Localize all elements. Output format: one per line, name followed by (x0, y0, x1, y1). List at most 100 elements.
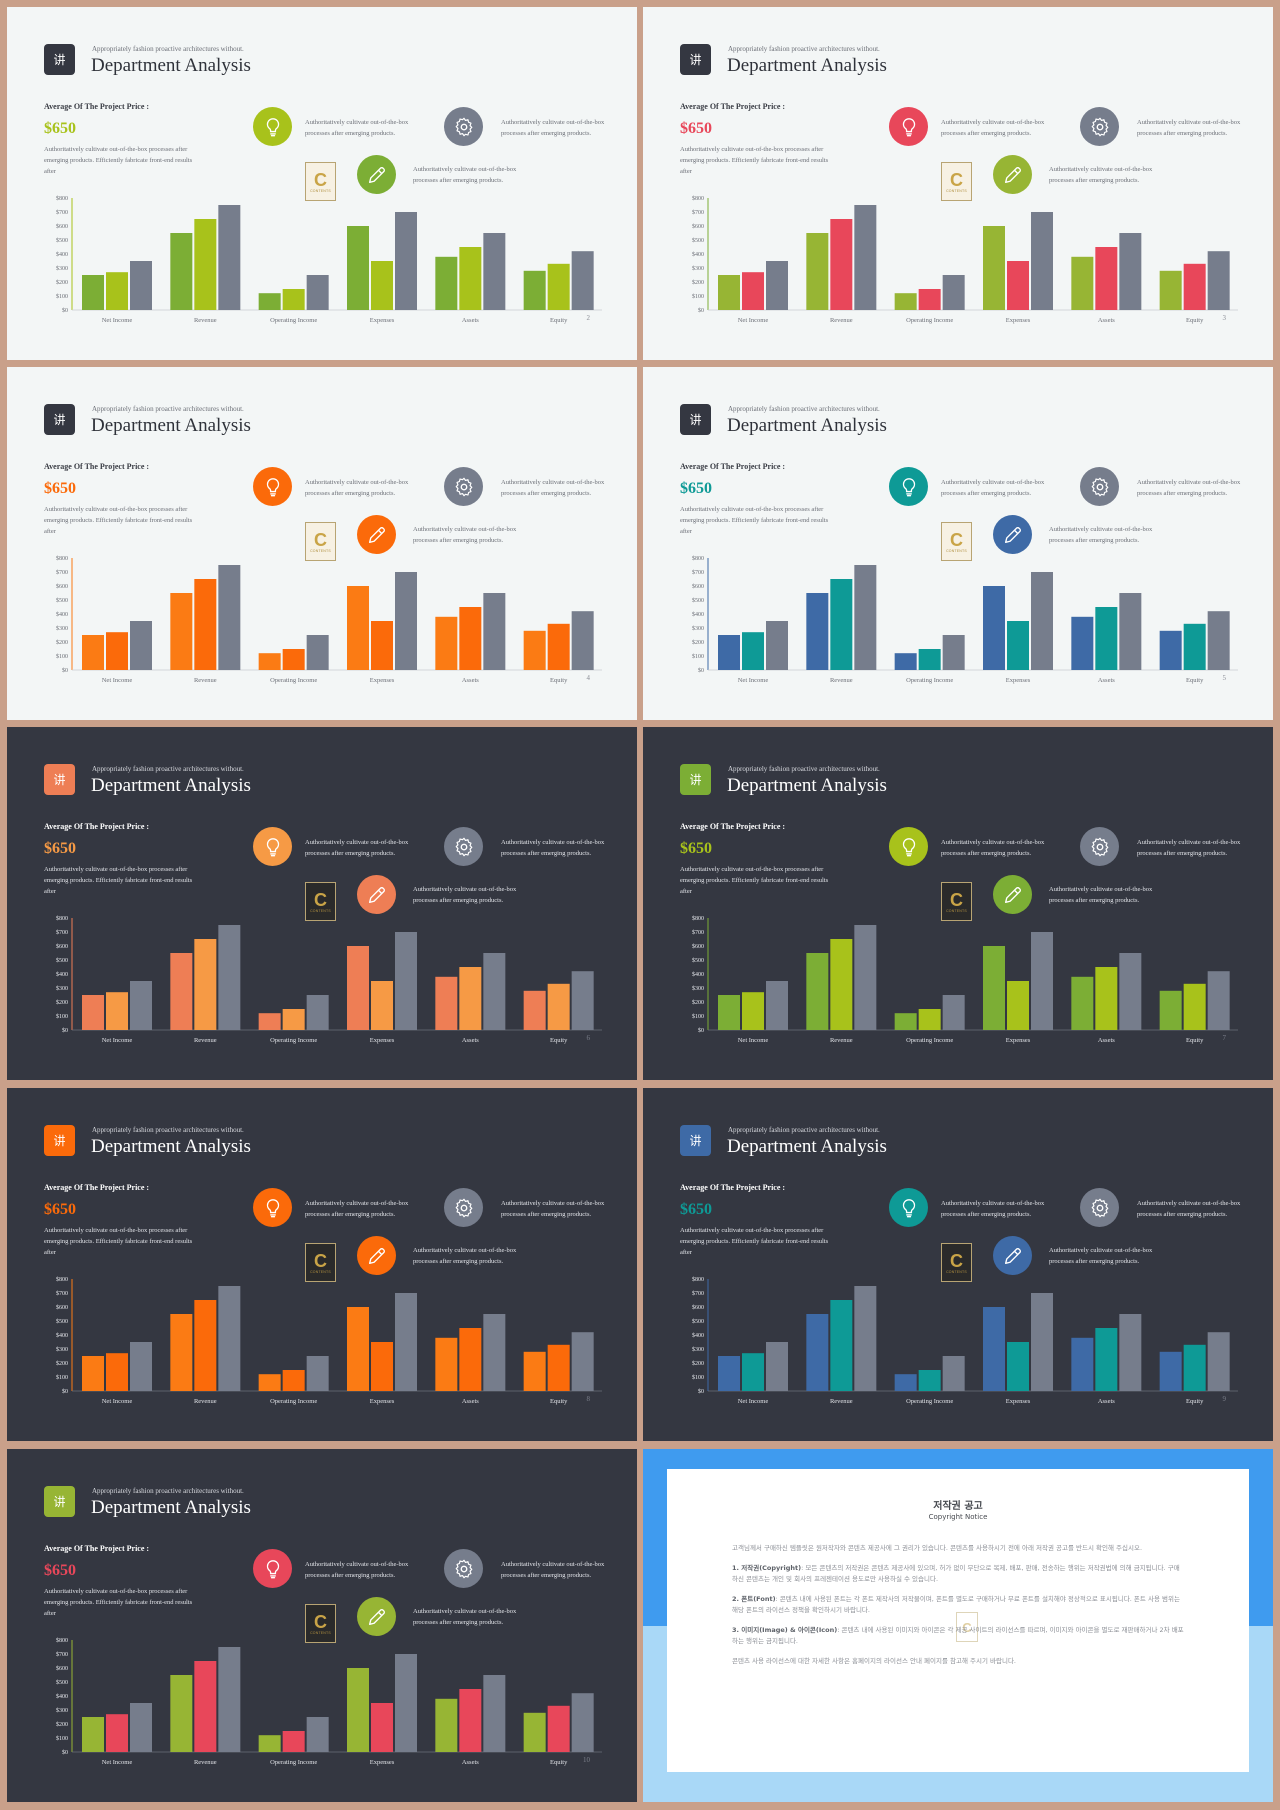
chart-bar (371, 621, 393, 670)
chart-bar (547, 1344, 570, 1391)
slide-thumbnail[interactable]: 讲 Appropriately fashion proactive archit… (7, 1088, 637, 1441)
x-tick-label: Net Income (102, 677, 133, 684)
x-tick-label: Equity (1186, 1398, 1204, 1405)
y-tick-label: $600 (692, 583, 704, 590)
bar-chart: $0 $100 $200 $300 $400 $500 $600 $700 $800 Net In… (692, 555, 1238, 684)
chart-bar (854, 925, 877, 1030)
x-tick-label: Expenses (370, 1759, 395, 1766)
logo-letter: C (314, 529, 327, 550)
feature-text-1: Authoritatively cultivate out-of-the-box… (941, 1200, 1045, 1218)
chart-bar (806, 1314, 829, 1391)
chart-bar (258, 1374, 281, 1391)
y-tick-label: $400 (692, 971, 704, 978)
x-tick-label: Assets (462, 1398, 479, 1405)
feature-circle-1 (253, 1188, 292, 1227)
chart-bar (170, 1675, 193, 1752)
feature-circle-2 (444, 1188, 483, 1227)
x-tick-label: Revenue (830, 1037, 853, 1044)
slide-thumbnail[interactable]: 讲 Appropriately fashion proactive archit… (643, 727, 1273, 1080)
copyright-watermark-logo: C (956, 1612, 978, 1642)
copyright-slide[interactable]: 저작권 공고 Copyright Notice C 고객님께서 구매하신 템플릿… (643, 1449, 1273, 1802)
lightbulb-icon (902, 837, 915, 856)
chart-bar (766, 1342, 788, 1391)
chart-bar (918, 1370, 941, 1391)
chart-bar (130, 981, 152, 1030)
y-tick-label: $100 (56, 293, 68, 300)
y-tick-label: $800 (56, 195, 68, 202)
feature-text-2: Authoritatively cultivate out-of-the-box… (501, 119, 605, 137)
chart-bar (830, 939, 853, 1030)
feature-circle-1 (889, 827, 928, 866)
chart-bar (395, 1654, 417, 1752)
description-text: Authoritatively cultivate out-of-the-box… (680, 146, 829, 175)
logo-text: CONTENTS (310, 1630, 331, 1635)
chart-bar (130, 1342, 152, 1391)
y-tick-label: $700 (692, 929, 704, 936)
y-tick-label: $100 (56, 653, 68, 660)
chart-bar (218, 565, 241, 670)
slide-title: Department Analysis (91, 775, 251, 796)
page-number: 2 (586, 314, 591, 322)
chart-bar (194, 939, 217, 1030)
y-tick-label: $500 (56, 597, 68, 604)
chart-bar (347, 1307, 369, 1391)
chart-bar (983, 586, 1005, 670)
y-tick-label: $200 (692, 1360, 704, 1367)
slide-thumbnail[interactable]: 讲 Appropriately fashion proactive archit… (643, 7, 1273, 360)
chart-bar (718, 275, 740, 310)
chart-bar (306, 1717, 329, 1752)
slide-thumbnail[interactable]: 讲 Appropriately fashion proactive archit… (7, 727, 637, 1080)
chart-bar (1095, 607, 1118, 670)
y-tick-label: $0 (698, 1027, 704, 1034)
chart-bar (82, 635, 104, 670)
slide-thumbnail[interactable]: 讲 Appropriately fashion proactive archit… (7, 367, 637, 720)
chart-bar (106, 272, 128, 310)
chart-bar (130, 621, 152, 670)
feature-text-3: Authoritatively cultivate out-of-the-box… (413, 166, 517, 184)
chart-bar (459, 1689, 482, 1752)
y-tick-label: $400 (56, 251, 68, 258)
chart-bar (218, 205, 241, 310)
contents-logo: C CONTENTS (305, 1604, 336, 1643)
average-price-label: Average Of The Project Price : (44, 1183, 150, 1192)
chart-bar (1095, 247, 1118, 310)
chart-bar (983, 1307, 1005, 1391)
slide-thumbnail[interactable]: 讲 Appropriately fashion proactive archit… (643, 367, 1273, 720)
price-value: $650 (680, 120, 712, 137)
chart-bar (1031, 1293, 1053, 1391)
x-tick-label: Operating Income (270, 677, 317, 684)
slide-thumbnail[interactable]: 讲 Appropriately fashion proactive archit… (643, 1088, 1273, 1441)
slide-subtitle: Appropriately fashion proactive architec… (92, 45, 244, 53)
slide-title: Department Analysis (727, 1136, 887, 1157)
slide-thumbnail[interactable]: 讲 Appropriately fashion proactive archit… (7, 7, 637, 360)
contents-logo: C CONTENTS (305, 1243, 336, 1282)
slide-subtitle: Appropriately fashion proactive architec… (728, 1126, 880, 1134)
chart-bar (523, 630, 546, 670)
chart-bar (523, 270, 546, 310)
slide-thumbnail[interactable]: 讲 Appropriately fashion proactive archit… (7, 1449, 637, 1802)
feature-circle-2 (1080, 107, 1119, 146)
description-text: Authoritatively cultivate out-of-the-box… (44, 506, 193, 535)
y-tick-label: $0 (62, 307, 68, 314)
chart-bar (806, 593, 829, 670)
chart-bar (347, 586, 369, 670)
chart-bar (830, 1300, 853, 1391)
bar-chart: $0 $100 $200 $300 $400 $500 $600 $700 $800 Net In… (692, 195, 1238, 324)
x-tick-label: Assets (1098, 677, 1115, 684)
chart-bar (1119, 953, 1142, 1030)
description-text: Authoritatively cultivate out-of-the-box… (44, 1227, 193, 1256)
chart-bar (106, 632, 128, 670)
description-text: Authoritatively cultivate out-of-the-box… (680, 1227, 829, 1256)
x-tick-label: Net Income (102, 1759, 133, 1766)
feature-circle-2 (444, 107, 483, 146)
y-tick-label: $700 (56, 209, 68, 216)
x-tick-label: Net Income (102, 317, 133, 324)
bar-chart: $0 $100 $200 $300 $400 $500 $600 $700 $800 Net In… (56, 555, 602, 684)
y-tick-label: $200 (56, 999, 68, 1006)
chart-bar (1007, 1342, 1029, 1391)
average-price-label: Average Of The Project Price : (44, 102, 150, 111)
copyright-section-2: 2. 폰트(Font): 콘텐츠 내에 사용된 폰트는 각 폰트 제작사의 저작… (732, 1594, 1184, 1616)
feature-text-3: Authoritatively cultivate out-of-the-box… (1049, 166, 1153, 184)
y-tick-label: $600 (692, 943, 704, 950)
chart-bar (435, 976, 458, 1030)
